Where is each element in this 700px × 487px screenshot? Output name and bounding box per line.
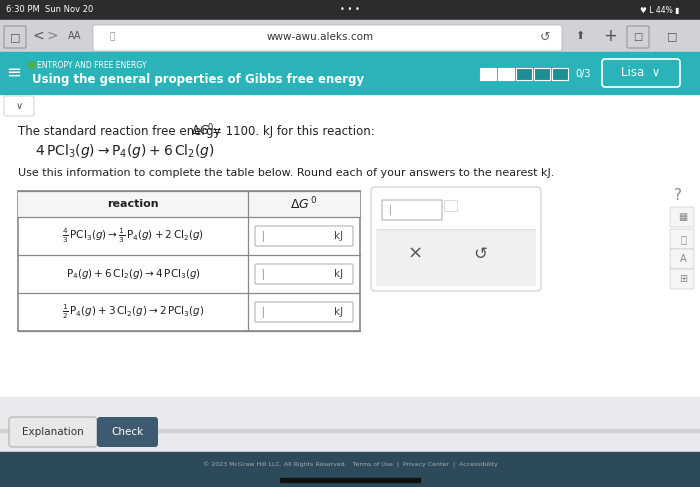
Text: kJ: kJ [334, 307, 343, 317]
Bar [0, 429, 700, 432]
FancyBboxPatch shape [9, 417, 97, 447]
Bar [0, 0, 700, 20]
Text: kJ: kJ [334, 269, 343, 279]
Text: <: < [32, 29, 44, 43]
Text: A: A [680, 254, 686, 264]
FancyBboxPatch shape [627, 26, 649, 48]
Text: Lisa  ∨: Lisa ∨ [622, 67, 661, 79]
Text: ∨: ∨ [15, 101, 22, 111]
Bar [18, 191, 360, 331]
Text: ▏: ▏ [262, 306, 270, 318]
Bar [280, 478, 420, 482]
Text: ▦: ▦ [678, 212, 687, 222]
Text: Use this information to complete the table below. Round each of your answers to : Use this information to complete the tab… [18, 168, 554, 178]
Text: ▏: ▏ [262, 230, 270, 242]
FancyBboxPatch shape [97, 417, 158, 447]
Text: □: □ [10, 32, 20, 42]
Text: ⊞: ⊞ [679, 274, 687, 284]
FancyBboxPatch shape [371, 187, 541, 291]
FancyBboxPatch shape [602, 59, 680, 87]
Text: • • •: • • • [340, 5, 360, 15]
FancyBboxPatch shape [255, 302, 353, 322]
Text: 0: 0 [207, 123, 212, 131]
Circle shape [29, 61, 36, 69]
Text: Check: Check [111, 427, 143, 437]
FancyBboxPatch shape [444, 201, 458, 211]
Text: $\frac{4}{3}\,\mathrm{PCl_3}(g) \rightarrow \frac{1}{3}\,\mathrm{P_4}(g) + 2\,\m: $\frac{4}{3}\,\mathrm{PCl_3}(g) \rightar… [62, 227, 204, 245]
Text: ×: × [407, 245, 423, 263]
Text: +: + [603, 27, 617, 45]
Text: ↺: ↺ [540, 31, 550, 43]
Bar [480, 68, 496, 80]
Bar [0, 20, 700, 52]
Bar [552, 68, 568, 80]
FancyBboxPatch shape [670, 229, 694, 249]
Text: $\mathrm{P_4}(g) + 6\,\mathrm{Cl_2}(g) \rightarrow 4\,\mathrm{PCl_3}(g)$: $\mathrm{P_4}(g) + 6\,\mathrm{Cl_2}(g) \… [66, 267, 200, 281]
Text: ↺: ↺ [473, 245, 487, 263]
FancyBboxPatch shape [255, 264, 353, 284]
Bar [0, 452, 700, 487]
Bar [0, 94, 700, 432]
Text: kJ: kJ [334, 231, 343, 241]
Text: reaction: reaction [107, 199, 159, 209]
Text: ?: ? [674, 187, 682, 203]
Bar [534, 68, 550, 80]
Text: 🔒: 🔒 [110, 33, 116, 41]
FancyBboxPatch shape [4, 26, 26, 48]
Text: Using the general properties of Gibbs free energy: Using the general properties of Gibbs fr… [32, 73, 364, 86]
Bar [0, 397, 700, 452]
FancyBboxPatch shape [93, 25, 562, 51]
Text: $\frac{1}{2}\,\mathrm{P_4}(g) + 3\,\mathrm{Cl_2}(g) \rightarrow 2\,\mathrm{PCl_3: $\frac{1}{2}\,\mathrm{P_4}(g) + 3\,\math… [62, 303, 204, 321]
Text: = 1100. kJ for this reaction:: = 1100. kJ for this reaction: [212, 125, 374, 137]
Text: ENTROPY AND FREE ENERGY: ENTROPY AND FREE ENERGY [37, 60, 146, 70]
Text: ≡: ≡ [6, 64, 22, 82]
Bar [376, 230, 536, 286]
FancyBboxPatch shape [255, 226, 353, 246]
Bar [516, 68, 532, 80]
Text: >: > [46, 29, 58, 43]
Text: Explanation: Explanation [22, 427, 84, 437]
FancyBboxPatch shape [670, 269, 694, 289]
Text: © 2023 McGraw Hill LLC. All Rights Reserved.   Terms of Use  |  Privacy Center  : © 2023 McGraw Hill LLC. All Rights Reser… [202, 462, 498, 468]
Text: ▏: ▏ [389, 205, 396, 215]
Text: The standard reaction free energy: The standard reaction free energy [18, 125, 225, 137]
Text: 𝄞: 𝄞 [680, 234, 686, 244]
Text: □: □ [666, 31, 678, 41]
Text: AA: AA [69, 31, 82, 41]
Bar [498, 68, 514, 80]
FancyBboxPatch shape [382, 200, 442, 220]
Text: 0/3: 0/3 [575, 69, 591, 79]
Text: ♥ L 44% ▮: ♥ L 44% ▮ [640, 5, 680, 15]
Text: $4\,\mathrm{PCl_3}(g) \rightarrow \mathrm{P_4}(g) + 6\,\mathrm{Cl_2}(g)$: $4\,\mathrm{PCl_3}(g) \rightarrow \mathr… [35, 142, 215, 160]
Text: ⬆: ⬆ [575, 31, 584, 41]
Text: ▏: ▏ [262, 268, 270, 280]
FancyBboxPatch shape [4, 96, 34, 116]
Text: $\Delta G^{\,0}$: $\Delta G^{\,0}$ [290, 196, 318, 212]
FancyBboxPatch shape [670, 249, 694, 269]
Text: □: □ [634, 32, 643, 42]
Text: www-awu.aleks.com: www-awu.aleks.com [267, 32, 374, 42]
Text: $\Delta G$: $\Delta G$ [191, 125, 209, 137]
Bar [0, 94, 700, 117]
Bar [0, 52, 700, 94]
Text: 6:30 PM  Sun Nov 20: 6:30 PM Sun Nov 20 [6, 5, 93, 15]
FancyBboxPatch shape [670, 207, 694, 227]
Bar [18, 191, 360, 217]
